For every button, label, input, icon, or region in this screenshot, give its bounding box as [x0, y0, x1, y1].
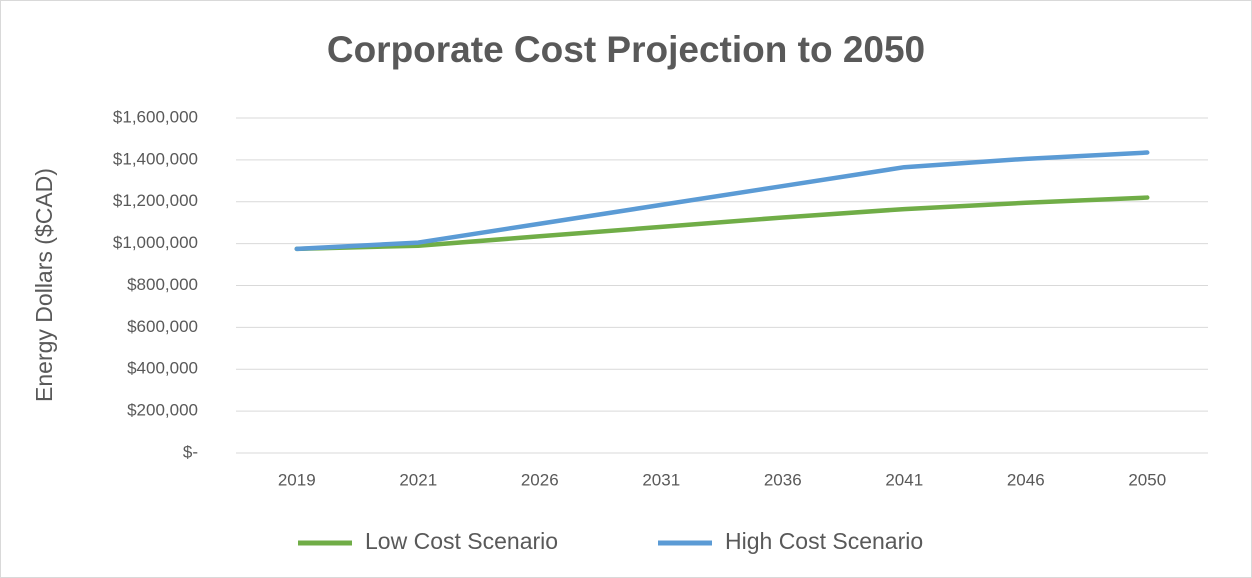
series-line — [294, 195, 1150, 252]
y-tick-label: $200,000 — [127, 401, 198, 420]
x-tick-label: 2021 — [399, 470, 437, 489]
y-tick-label: $1,600,000 — [113, 107, 198, 126]
x-tick-label: 2019 — [278, 470, 316, 489]
y-tick-label: $1,400,000 — [113, 149, 198, 168]
legend-label: High Cost Scenario — [725, 528, 923, 554]
y-axis-label: Energy Dollars ($CAD) — [31, 168, 57, 402]
x-tick-label: 2031 — [642, 470, 680, 489]
y-tick-label: $600,000 — [127, 317, 198, 336]
y-tick-label: $- — [183, 442, 198, 461]
legend-label: Low Cost Scenario — [365, 528, 558, 554]
chart-title: Corporate Cost Projection to 2050 — [327, 29, 925, 70]
x-tick-label: 2041 — [885, 470, 923, 489]
y-tick-label: $800,000 — [127, 275, 198, 294]
x-tick-label: 2046 — [1007, 470, 1045, 489]
y-tick-label: $400,000 — [127, 359, 198, 378]
x-tick-label: 2036 — [764, 470, 802, 489]
y-tick-label: $1,000,000 — [113, 233, 198, 252]
series-line — [294, 150, 1150, 252]
x-tick-label: 2026 — [521, 470, 559, 489]
y-tick-label: $1,200,000 — [113, 191, 198, 210]
x-tick-label: 2050 — [1128, 470, 1166, 489]
